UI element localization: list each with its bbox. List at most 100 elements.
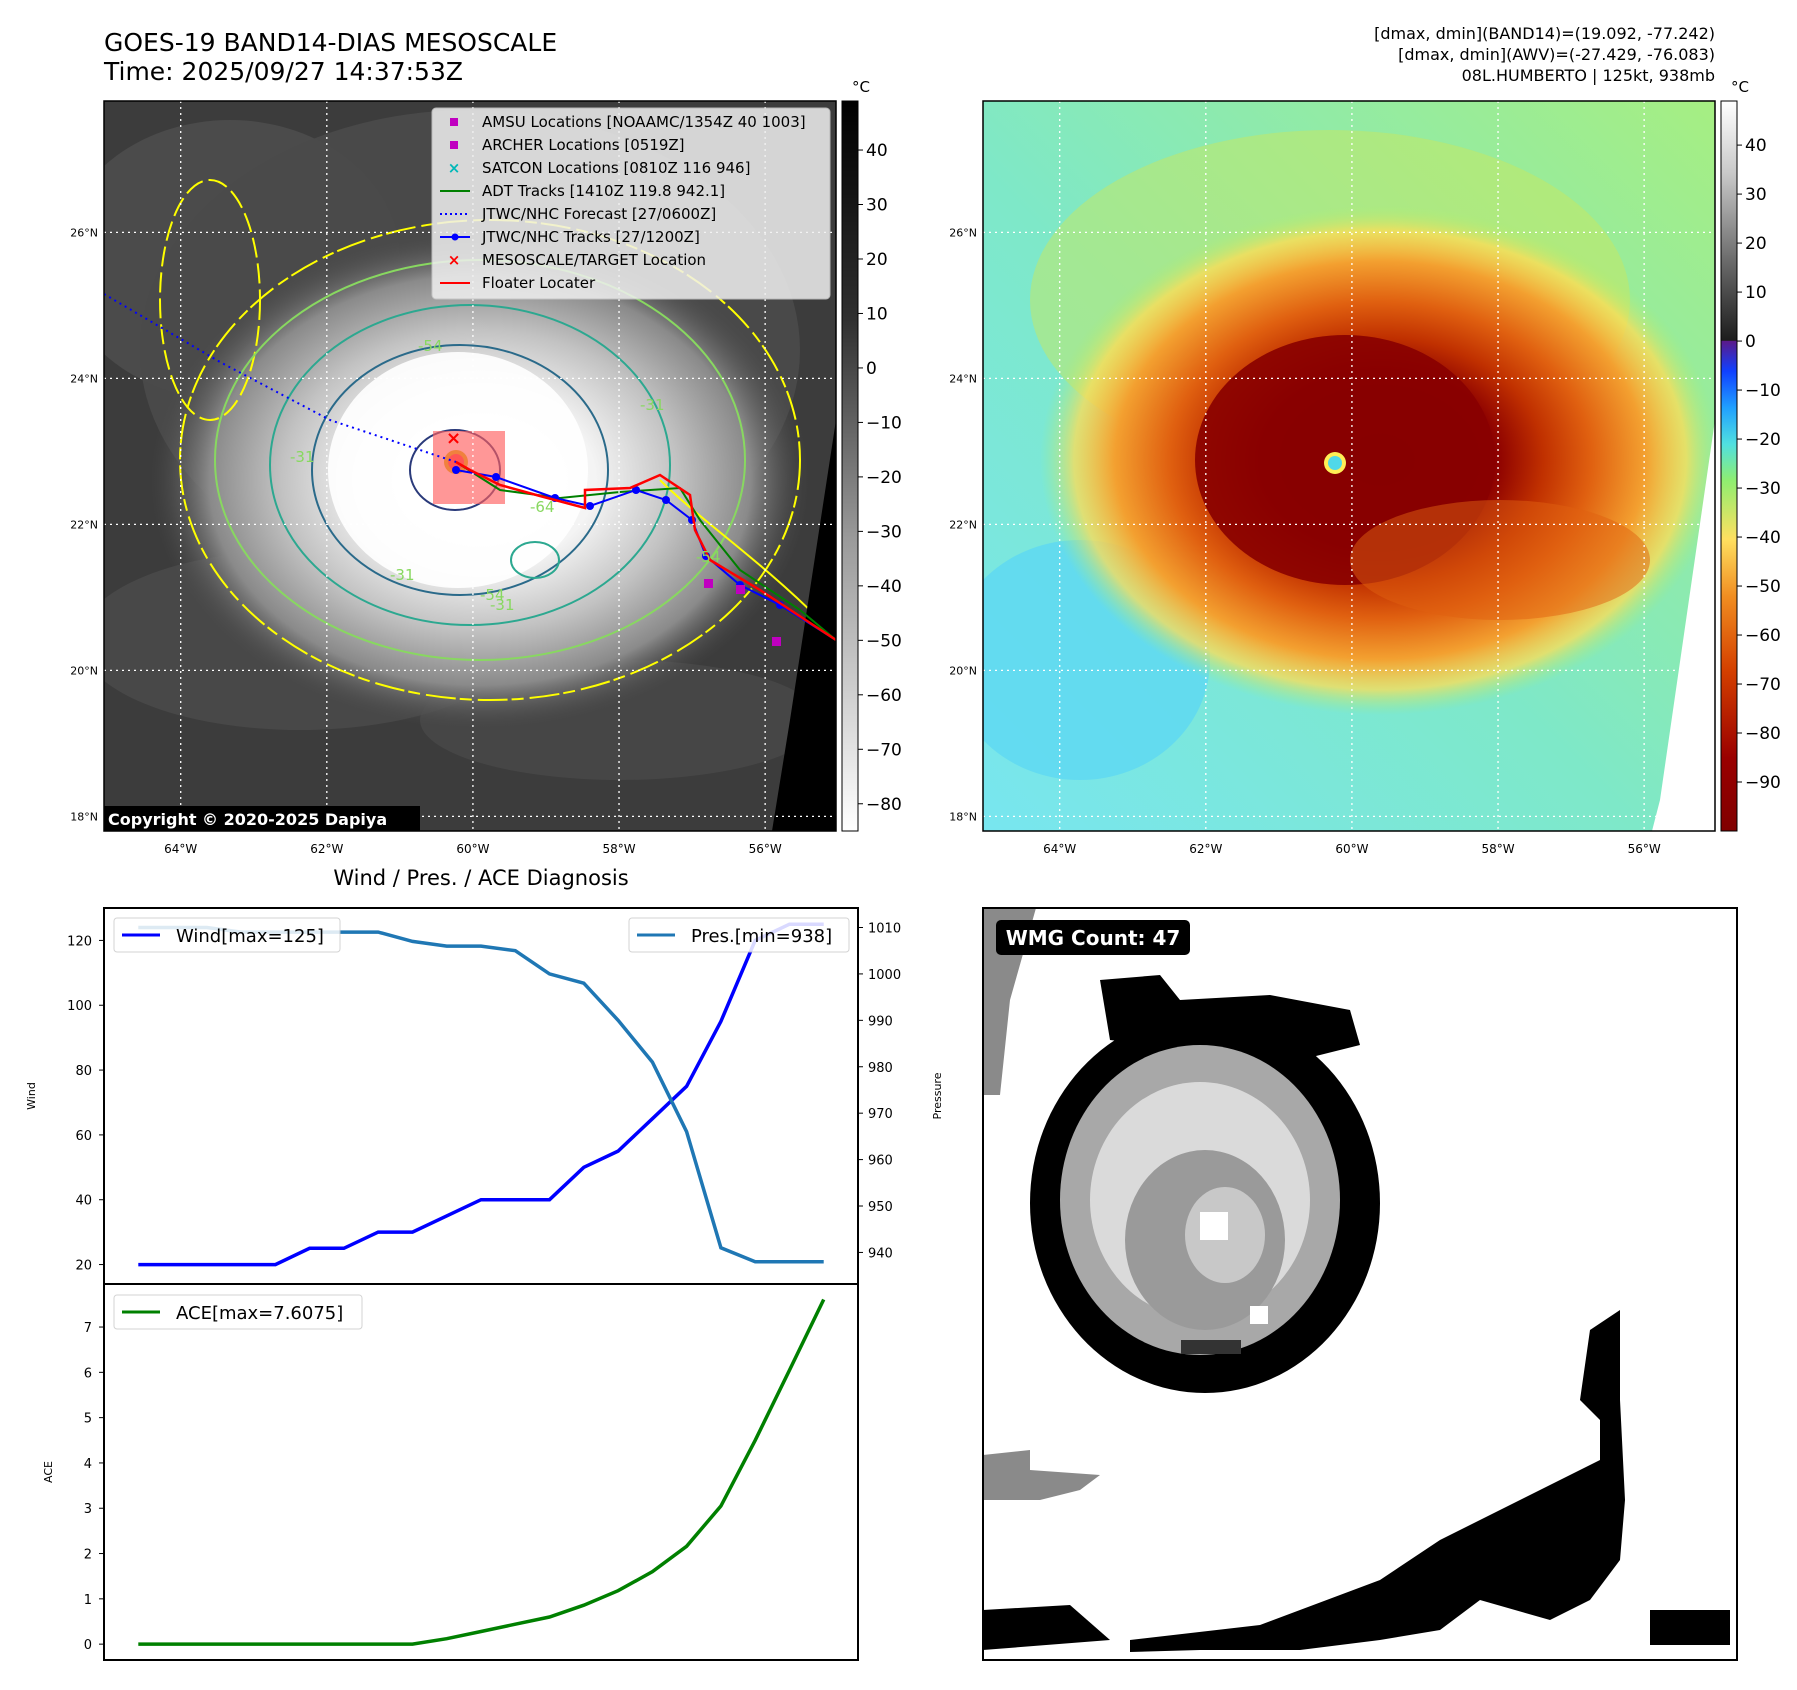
legend-marker: × xyxy=(448,159,461,177)
wind-legend-label: Wind[max=125] xyxy=(176,926,324,947)
contour-label: -31 xyxy=(640,396,665,414)
wind-tick-label: 60 xyxy=(75,1129,92,1144)
colorbar-tick-label: 40 xyxy=(1745,136,1767,156)
colorbar-tick-label: −40 xyxy=(866,577,902,597)
ace-tick-label: 4 xyxy=(84,1457,92,1472)
contour-label: -31 xyxy=(490,596,515,614)
lat-label: 20°N xyxy=(949,664,977,677)
ace-series-line xyxy=(138,1298,826,1646)
ace-legend: ACE[max=7.6075] xyxy=(113,1294,363,1330)
colorbar-tick-label: −80 xyxy=(866,795,902,815)
track-legend: AMSU Locations [NOAAMC/1354Z 40 1003] ARC… xyxy=(431,107,831,300)
legend-marker-dot xyxy=(451,233,459,241)
lon-label: 56°W xyxy=(1628,842,1661,856)
wmg-imagery xyxy=(983,908,1730,1652)
ace-tick-label: 7 xyxy=(84,1321,92,1336)
lat-label: 18°N xyxy=(949,810,977,823)
lat-label: 22°N xyxy=(70,518,98,531)
ace-tick-label: 3 xyxy=(84,1502,92,1517)
wind-axis-label: Wind xyxy=(25,1082,38,1110)
contour-label: -54 xyxy=(418,337,443,355)
colorbar-tick-label: −20 xyxy=(1745,430,1781,450)
lon-label: 56°W xyxy=(749,842,782,856)
wind-tick-label: 20 xyxy=(75,1259,92,1274)
legend-marker xyxy=(450,141,458,149)
colorbar-tick-label: 10 xyxy=(866,304,888,324)
svg-text:×: × xyxy=(446,428,461,449)
colorbar-tick-label: −70 xyxy=(866,740,902,760)
legend-label: MESOSCALE/TARGET Location xyxy=(482,251,706,269)
lat-label: 26°N xyxy=(70,226,98,239)
dias-map-imagery xyxy=(983,101,1715,831)
ace-tick-label: 2 xyxy=(84,1548,92,1563)
legend-label: JTWC/NHC Forecast [27/0600Z] xyxy=(481,205,716,223)
legend-marker xyxy=(450,118,458,126)
storm-info: 08L.HUMBERTO | 125kt, 938mb xyxy=(1462,66,1715,85)
colorbar-tick-label: −10 xyxy=(1745,381,1781,401)
wind-legend: Wind[max=125] xyxy=(113,917,341,953)
lon-label: 60°W xyxy=(1335,842,1368,856)
legend-label: ADT Tracks [1410Z 119.8 942.1] xyxy=(482,182,725,200)
lon-label: 64°W xyxy=(164,842,197,856)
contour-label: -64 xyxy=(530,498,555,516)
legend-label: Floater Locater xyxy=(482,274,596,292)
ir-map-panel: × -54 -31 -31 -31 -64 -54 -54 -31 26°N 24… xyxy=(70,100,837,856)
contour-label: -31 xyxy=(390,566,415,584)
lon-label: 60°W xyxy=(456,842,489,856)
dias-colorbar-unit: °C xyxy=(1731,78,1749,96)
band14-stats: [dmax, dmin](BAND14)=(19.092, -77.242) xyxy=(1374,24,1715,43)
ace-tick-label: 6 xyxy=(84,1366,92,1381)
wind-pressure-chart: 20 40 60 80 100 120 940 950 960 970 980 990 1000 1010… xyxy=(25,907,944,1285)
ace-tick-label: 0 xyxy=(84,1638,92,1653)
contour-label: -54 xyxy=(696,548,721,566)
legend-label: JTWC/NHC Tracks [27/1200Z] xyxy=(481,228,700,246)
legend-entry: JTWC/NHC Tracks [27/1200Z] xyxy=(440,228,700,246)
wind-tick-label: 120 xyxy=(67,934,92,949)
legend-label: ARCHER Locations [0519Z] xyxy=(482,136,685,154)
pressure-tick-label: 980 xyxy=(868,1061,893,1076)
ace-legend-label: ACE[max=7.6075] xyxy=(176,1303,343,1324)
pressure-legend: Pres.[min=938] xyxy=(628,917,850,953)
legend-entry: JTWC/NHC Forecast [27/0600Z] xyxy=(440,205,716,223)
colorbar-tick-label: −50 xyxy=(866,631,902,651)
colorbar-tick-label: 10 xyxy=(1745,283,1767,303)
legend-entry: AMSU Locations [NOAAMC/1354Z 40 1003] xyxy=(450,113,806,131)
pressure-tick-label: 950 xyxy=(868,1200,893,1215)
legend-marker: × xyxy=(448,251,461,269)
colorbar-tick-label: −50 xyxy=(1745,577,1781,597)
ace-chart: 0 1 2 3 4 5 6 7 ACE ACE[max=7.6075] xyxy=(42,1283,859,1661)
main-title: GOES-19 BAND14-DIAS MESOSCALE xyxy=(104,28,557,57)
legend-label: SATCON Locations [0810Z 116 946] xyxy=(482,159,750,177)
colorbar-tick-label: −60 xyxy=(866,686,902,706)
lon-label: 62°W xyxy=(310,842,343,856)
colorbar-tick-label: 0 xyxy=(866,359,877,379)
copyright-notice: Copyright © 2020-2025 Dapiya xyxy=(108,810,387,829)
lon-label: 58°W xyxy=(1481,842,1514,856)
dias-map-panel: 26°N 24°N 22°N 20°N 18°N 64°W 62°W 60°W 58°W 56°… xyxy=(949,100,1716,856)
contour-label: -54 xyxy=(480,586,505,604)
colorbar-tick-label: −60 xyxy=(1745,626,1781,646)
wmg-count-badge: WMG Count: 47 xyxy=(1006,926,1181,950)
pressure-axis-label: Pressure xyxy=(931,1072,944,1119)
ace-tick-label: 5 xyxy=(84,1412,92,1427)
colorbar-tick-label: 40 xyxy=(866,141,888,161)
pressure-tick-label: 990 xyxy=(868,1014,893,1029)
contour-label: -31 xyxy=(290,448,315,466)
lat-label: 22°N xyxy=(949,518,977,531)
lon-label: 58°W xyxy=(602,842,635,856)
colorbar-tick-label: 20 xyxy=(866,250,888,270)
colorbar-tick-label: −80 xyxy=(1745,724,1781,744)
wind-tick-label: 40 xyxy=(75,1194,92,1209)
legend-entry: ARCHER Locations [0519Z] xyxy=(450,136,685,154)
lon-label: 62°W xyxy=(1189,842,1222,856)
colorbar-tick-label: −90 xyxy=(1745,773,1781,793)
lat-label: 26°N xyxy=(949,226,977,239)
ace-tick-label: 1 xyxy=(84,1593,92,1608)
colorbar-tick-label: 20 xyxy=(1745,234,1767,254)
pressure-tick-label: 1010 xyxy=(868,921,901,936)
wind-tick-label: 80 xyxy=(75,1064,92,1079)
colorbar-tick-label: −20 xyxy=(866,468,902,488)
awv-stats: [dmax, dmin](AWV)=(-27.429, -76.083) xyxy=(1398,45,1715,64)
